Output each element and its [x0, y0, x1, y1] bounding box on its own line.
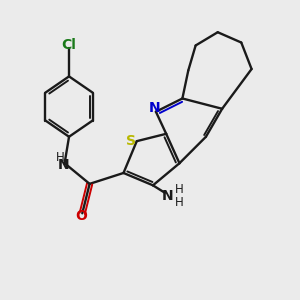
Text: H: H — [175, 196, 184, 209]
Text: S: S — [127, 134, 136, 148]
Text: O: O — [75, 209, 87, 223]
Text: N: N — [57, 158, 69, 172]
Text: H: H — [175, 183, 184, 196]
Text: H: H — [56, 152, 64, 164]
Text: N: N — [148, 101, 160, 115]
Text: Cl: Cl — [61, 38, 76, 52]
Text: N: N — [162, 189, 173, 202]
